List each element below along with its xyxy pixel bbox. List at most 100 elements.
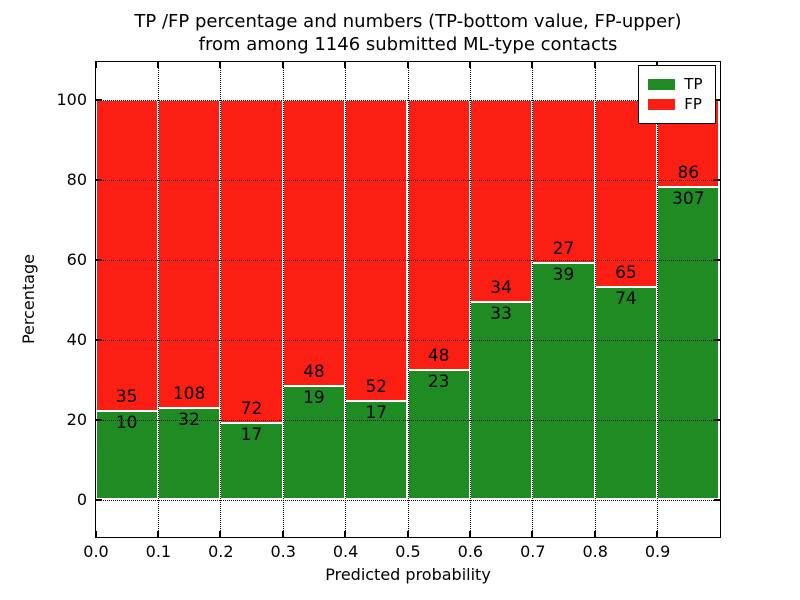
x-tick-label: 0.1 bbox=[145, 542, 172, 561]
bar-label-tp: 17 bbox=[240, 425, 263, 446]
horizontal-gridline bbox=[95, 339, 720, 341]
bar-label-tp: 17 bbox=[365, 402, 388, 423]
bar-label-tp: 74 bbox=[615, 288, 637, 309]
legend-label: TP bbox=[684, 74, 703, 93]
y-tick-mark bbox=[713, 338, 720, 341]
chart-title-line2: from among 1146 submitted ML-type contac… bbox=[198, 34, 618, 55]
horizontal-gridline bbox=[95, 259, 720, 261]
bar-segment-tp bbox=[532, 263, 595, 500]
x-tick-mark bbox=[468, 61, 471, 68]
y-tick-mark bbox=[95, 98, 102, 101]
x-tick-label: 0.0 bbox=[83, 542, 109, 561]
vertical-gridline bbox=[469, 61, 471, 537]
x-tick-label: 0.8 bbox=[582, 542, 608, 561]
y-tick-label: 100 bbox=[56, 90, 87, 109]
x-tick-mark bbox=[344, 61, 347, 68]
bar-segment-tp bbox=[95, 410, 158, 500]
bar-label-tp: 19 bbox=[303, 388, 325, 409]
y-tick-mark bbox=[95, 338, 102, 341]
x-tick-mark bbox=[344, 530, 347, 537]
bar-label-fp: 108 bbox=[172, 384, 206, 405]
x-tick-mark bbox=[281, 61, 284, 68]
bar-label-tp: 39 bbox=[552, 265, 575, 286]
bar-label-tp: 307 bbox=[672, 189, 705, 210]
bar-label-fp: 48 bbox=[303, 362, 325, 383]
vertical-gridline bbox=[345, 61, 347, 537]
horizontal-gridline bbox=[95, 419, 720, 421]
y-tick-mark bbox=[95, 498, 102, 501]
vertical-gridline bbox=[282, 61, 284, 537]
x-tick-label: 0.2 bbox=[208, 542, 234, 561]
x-tick-mark bbox=[468, 530, 471, 537]
legend-label: FP bbox=[684, 94, 702, 113]
y-tick-label: 80 bbox=[66, 170, 87, 189]
bar-segment-tp bbox=[657, 187, 720, 500]
bar-label-tp: 10 bbox=[115, 412, 138, 433]
y-tick-mark bbox=[95, 178, 102, 181]
bar-label-fp: 34 bbox=[490, 278, 512, 299]
bar-segment-tp bbox=[407, 369, 470, 500]
x-tick-label: 0.6 bbox=[457, 542, 484, 561]
x-tick-mark bbox=[281, 530, 284, 537]
bar-segment-tp bbox=[157, 408, 221, 500]
plot-area: TP FP 35 10 108 32 72 17 48 19 52 17 48 23 34 33 27 39 65… bbox=[94, 60, 721, 538]
x-tick-label: 0.3 bbox=[270, 542, 296, 561]
x-tick-mark bbox=[593, 530, 596, 537]
bar-label-fp: 48 bbox=[427, 345, 450, 366]
bar-label-fp: 65 bbox=[615, 262, 637, 283]
bar-segment-fp bbox=[282, 99, 346, 387]
bar-segment-fp bbox=[157, 99, 221, 409]
bar-segment-fp bbox=[345, 99, 408, 401]
bar-segment-tp bbox=[594, 286, 658, 500]
y-axis-label: Percentage bbox=[19, 254, 38, 345]
bar-label-fp: 72 bbox=[240, 399, 263, 420]
bar-segment-fp bbox=[95, 99, 158, 411]
horizontal-gridline bbox=[95, 499, 720, 501]
x-tick-mark bbox=[406, 61, 409, 68]
x-axis-label: Predicted probability bbox=[325, 565, 491, 584]
bar-segment-fp bbox=[469, 99, 533, 303]
tp-swatch-icon bbox=[648, 78, 676, 90]
bar-segment-fp bbox=[407, 99, 470, 370]
y-tick-label: 40 bbox=[66, 330, 87, 349]
bar-label-fp: 86 bbox=[677, 163, 700, 184]
y-tick-mark bbox=[713, 98, 720, 101]
x-tick-mark bbox=[156, 61, 159, 68]
x-tick-mark bbox=[219, 61, 222, 68]
y-tick-label: 0 bbox=[76, 490, 87, 509]
x-tick-label: 0.5 bbox=[395, 542, 421, 561]
y-tick-label: 60 bbox=[66, 250, 87, 269]
x-tick-mark bbox=[94, 61, 97, 68]
vertical-gridline bbox=[407, 61, 409, 537]
y-tick-mark bbox=[713, 418, 720, 421]
y-tick-mark bbox=[713, 498, 720, 501]
bar-segment-tp bbox=[469, 302, 533, 500]
x-tick-mark bbox=[531, 61, 534, 68]
y-tick-label: 20 bbox=[66, 410, 87, 429]
fp-swatch-icon bbox=[648, 98, 676, 110]
x-tick-mark bbox=[406, 530, 409, 537]
x-tick-label: 0.4 bbox=[332, 542, 359, 561]
legend-entry-tp: TP bbox=[648, 74, 703, 93]
x-tick-mark bbox=[156, 530, 159, 537]
horizontal-gridline bbox=[95, 179, 720, 181]
bar-segment-fp bbox=[594, 99, 658, 287]
vertical-gridline bbox=[594, 61, 596, 537]
vertical-gridline bbox=[532, 61, 534, 537]
y-tick-mark bbox=[713, 258, 720, 261]
bar-label-fp: 27 bbox=[552, 239, 575, 260]
x-tick-mark bbox=[219, 530, 222, 537]
legend-entry-fp: FP bbox=[648, 94, 702, 113]
vertical-gridline bbox=[157, 61, 159, 537]
y-tick-mark bbox=[713, 178, 720, 181]
chart-title: TP /FP percentage and numbers (TP-bottom… bbox=[96, 10, 720, 56]
x-tick-label: 0.9 bbox=[644, 542, 671, 561]
legend: TP FP bbox=[638, 64, 716, 124]
bar-segment-fp bbox=[220, 99, 283, 424]
x-tick-mark bbox=[593, 61, 596, 68]
bar-label-tp: 32 bbox=[178, 410, 200, 431]
x-tick-mark bbox=[94, 530, 97, 537]
vertical-gridline bbox=[220, 61, 222, 537]
bar-label-tp: 33 bbox=[490, 304, 512, 325]
x-tick-mark bbox=[656, 530, 659, 537]
